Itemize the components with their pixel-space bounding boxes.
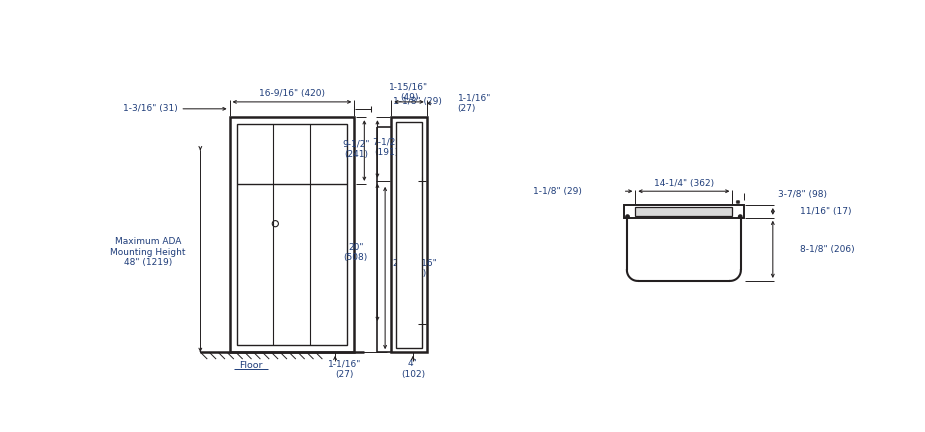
Text: 1-1/8" (29): 1-1/8" (29) — [393, 97, 442, 105]
Text: 11/16" (17): 11/16" (17) — [800, 207, 851, 216]
Text: 20"
(508): 20" (508) — [344, 243, 368, 262]
Text: 1-3/16" (31): 1-3/16" (31) — [123, 104, 178, 113]
Text: Maximum ADA
Mounting Height
48" (1219): Maximum ADA Mounting Height 48" (1219) — [110, 237, 186, 267]
Text: 1-1/16"
(27): 1-1/16" (27) — [327, 359, 361, 379]
Text: 3-7/8" (98): 3-7/8" (98) — [778, 190, 827, 199]
Text: 4"
(102): 4" (102) — [401, 359, 425, 379]
Text: 1-1/16"
(27): 1-1/16" (27) — [458, 94, 491, 113]
Text: 16-9/16" (420): 16-9/16" (420) — [259, 89, 325, 98]
Text: 8-1/8" (206): 8-1/8" (206) — [800, 245, 855, 254]
Text: 9-1/2"
(241): 9-1/2" (241) — [342, 139, 370, 159]
Circle shape — [738, 215, 742, 218]
Bar — [624, 205, 744, 218]
Bar — [229, 118, 354, 352]
Text: 14-1/4" (362): 14-1/4" (362) — [654, 179, 714, 188]
Text: 1-1/8" (29): 1-1/8" (29) — [533, 187, 582, 196]
Text: 25-15/16"
(658): 25-15/16" (658) — [392, 258, 437, 278]
Circle shape — [626, 215, 629, 218]
Bar — [635, 207, 733, 216]
Bar — [396, 122, 422, 347]
Bar — [391, 118, 426, 352]
Text: 1-15/16"
(49): 1-15/16" (49) — [389, 83, 428, 102]
Text: 7-1/2"
(191): 7-1/2" (191) — [372, 138, 400, 157]
Bar — [237, 124, 348, 345]
Text: Floor: Floor — [240, 361, 263, 370]
